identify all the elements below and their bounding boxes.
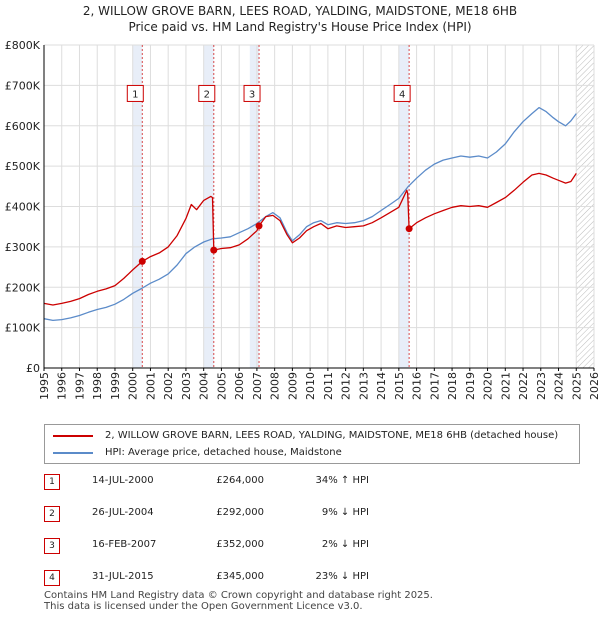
sale-row: 2 26-JUL-2004 £292,000 9% ↓ HPI bbox=[44, 506, 444, 524]
chart-title: 2, WILLOW GROVE BARN, LEES ROAD, YALDING… bbox=[0, 3, 600, 35]
sale-marker-box bbox=[198, 84, 216, 102]
y-tick-label: £300K bbox=[5, 241, 41, 254]
sale-row: 1 14-JUL-2000 £264,000 34% ↑ HPI bbox=[44, 474, 444, 492]
chart-title-line2: Price paid vs. HM Land Registry's House … bbox=[128, 20, 472, 34]
price-chart: 1 2 3 4 £0 £100K £200K £300K £400K £500K £600K £700… bbox=[5, 39, 600, 400]
x-tick-label: 2023 bbox=[535, 372, 548, 400]
sale-marker-box bbox=[243, 84, 261, 102]
x-tick-label: 2025 bbox=[570, 372, 583, 400]
x-tick-label: 2013 bbox=[357, 372, 370, 400]
sale-price: £292,000 bbox=[216, 507, 264, 518]
x-tick-label: 2014 bbox=[375, 372, 388, 400]
y-tick-label: £400K bbox=[5, 201, 41, 214]
x-tick-label: 2007 bbox=[251, 372, 264, 400]
sale-date: 14-JUL-2000 bbox=[92, 475, 154, 486]
x-tick-label: 2015 bbox=[393, 372, 406, 400]
sale-price: £264,000 bbox=[216, 475, 264, 486]
sale-number-badge: 2 bbox=[44, 506, 60, 522]
sale-point bbox=[255, 222, 263, 230]
sale-marker-box bbox=[126, 84, 144, 102]
sale-price: £352,000 bbox=[216, 539, 264, 550]
x-tick-label: 1999 bbox=[109, 372, 122, 400]
x-tick-label: 2008 bbox=[269, 372, 282, 400]
sale-row: 3 16-FEB-2007 £352,000 2% ↓ HPI bbox=[44, 538, 444, 556]
legend-label-property: 2, WILLOW GROVE BARN, LEES ROAD, YALDING… bbox=[105, 430, 559, 441]
legend: 2, WILLOW GROVE BARN, LEES ROAD, YALDING… bbox=[44, 424, 580, 464]
sale-marker-label: 3 bbox=[249, 89, 255, 100]
x-tick-label: 2004 bbox=[198, 372, 211, 400]
x-tick-label: 2020 bbox=[482, 372, 495, 400]
footer: Contains HM Land Registry data © Crown c… bbox=[44, 590, 433, 612]
sale-date: 16-FEB-2007 bbox=[92, 539, 157, 550]
sale-number-badge: 1 bbox=[44, 474, 60, 490]
x-tick-label: 2010 bbox=[304, 372, 317, 400]
sale-marker-label: 1 bbox=[132, 89, 138, 100]
x-tick-label: 2009 bbox=[286, 372, 299, 400]
x-tick-label: 2005 bbox=[215, 372, 228, 400]
x-tick-label: 2024 bbox=[553, 372, 566, 400]
y-tick-label: £500K bbox=[5, 160, 41, 173]
x-tick-label: 2022 bbox=[517, 372, 530, 400]
legend-label-hpi: HPI: Average price, detached house, Maid… bbox=[105, 447, 342, 458]
x-tick-label: 2011 bbox=[322, 372, 335, 400]
sale-marker-box bbox=[393, 84, 411, 102]
sale-marker-label: 4 bbox=[399, 89, 405, 100]
sale-hpi-diff: 34% ↑ HPI bbox=[315, 475, 369, 486]
chart-title-line1: 2, WILLOW GROVE BARN, LEES ROAD, YALDING… bbox=[82, 4, 518, 18]
sale-point bbox=[210, 246, 218, 254]
hpi-line bbox=[43, 106, 577, 322]
sale-date: 26-JUL-2004 bbox=[92, 507, 154, 518]
sale-hpi-diff: 23% ↓ HPI bbox=[315, 571, 369, 582]
x-tick-label: 2000 bbox=[127, 372, 140, 400]
y-tick-label: £800K bbox=[5, 39, 41, 52]
sale-point bbox=[138, 257, 146, 265]
x-tick-label: 2006 bbox=[233, 372, 246, 400]
sale-row: 4 31-JUL-2015 £345,000 23% ↓ HPI bbox=[44, 570, 444, 588]
sale-point bbox=[405, 225, 413, 233]
sale-number-badge: 3 bbox=[44, 538, 60, 554]
x-tick-label: 1997 bbox=[73, 372, 86, 400]
x-tick-label: 1996 bbox=[56, 372, 69, 400]
sale-price: £345,000 bbox=[216, 571, 264, 582]
y-tick-label: £700K bbox=[5, 79, 41, 92]
x-tick-label: 2018 bbox=[446, 372, 459, 400]
x-tick-label: 2002 bbox=[162, 372, 175, 400]
legend-swatch-property bbox=[53, 435, 93, 437]
sale-hpi-diff: 2% ↓ HPI bbox=[321, 539, 369, 550]
y-tick-label: £100K bbox=[5, 322, 41, 335]
x-tick-label: 2019 bbox=[464, 372, 477, 400]
x-tick-label: 2003 bbox=[180, 372, 193, 400]
sale-marker-label: 2 bbox=[204, 89, 210, 100]
x-tick-label: 2021 bbox=[499, 372, 512, 400]
x-tick-label: 2026 bbox=[588, 372, 600, 400]
y-tick-label: £200K bbox=[5, 281, 41, 294]
x-tick-label: 1998 bbox=[91, 372, 104, 400]
y-tick-label: £600K bbox=[5, 120, 41, 133]
footer-copyright: Contains HM Land Registry data © Crown c… bbox=[44, 590, 433, 601]
property-price-line bbox=[43, 172, 577, 306]
x-tick-label: 2012 bbox=[340, 372, 353, 400]
x-tick-label: 1995 bbox=[38, 372, 51, 400]
sale-number-badge: 4 bbox=[44, 570, 60, 586]
legend-swatch-hpi bbox=[53, 452, 93, 454]
sale-date: 31-JUL-2015 bbox=[92, 571, 154, 582]
x-tick-label: 2001 bbox=[144, 372, 157, 400]
footer-licence: This data is licensed under the Open Gov… bbox=[44, 601, 363, 612]
x-tick-label: 2017 bbox=[428, 372, 441, 400]
y-tick-label: £0 bbox=[26, 362, 40, 375]
sale-hpi-diff: 9% ↓ HPI bbox=[321, 507, 369, 518]
x-tick-label: 2016 bbox=[411, 372, 424, 400]
